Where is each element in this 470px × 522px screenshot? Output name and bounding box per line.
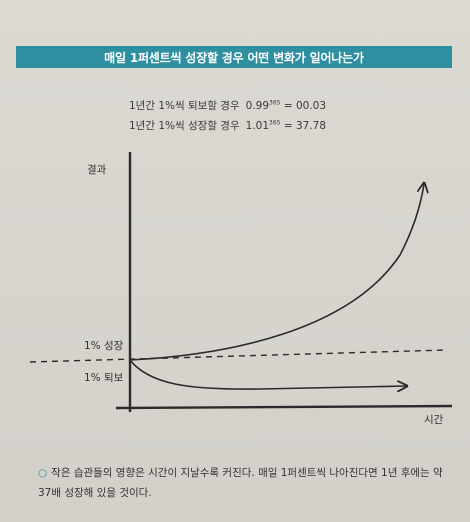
formula-decline-base: 0.99 <box>245 100 270 112</box>
formula-decline: 1년간 1%씩 퇴보할 경우 0.99365 = 00.03 <box>129 98 326 113</box>
x-axis <box>115 404 453 410</box>
y-axis-label: 결과 <box>87 164 107 176</box>
formula-growth-base: 1.01 <box>245 120 270 132</box>
formula-decline-label: 1년간 1%씩 퇴보할 경우 <box>129 100 240 112</box>
formula-decline-result: = 00.03 <box>283 100 327 112</box>
caption-bullet-icon: ○ <box>38 467 48 479</box>
growth-curve <box>129 184 424 361</box>
x-axis-label: 시간 <box>424 414 444 426</box>
caption-text: 작은 습관들의 영향은 시간이 지날수록 커진다. 매일 1퍼센트씩 나아진다면… <box>38 467 443 499</box>
figure-title-banner: 매일 1퍼센트씩 성장할 경우 어떤 변화가 일어나는가 <box>16 46 452 68</box>
formula-decline-exp: 365 <box>269 99 281 107</box>
formula-growth: 1년간 1%씩 성장할 경우 1.01365 = 37.78 <box>129 118 326 133</box>
figure-caption: ○ 작은 습관들의 영향은 시간이 지날수록 커진다. 매일 1퍼센트씩 나아진다… <box>38 463 448 503</box>
formula-growth-label: 1년간 1%씩 성장할 경우 <box>129 120 240 132</box>
baseline-dashed <box>29 349 447 363</box>
decline-curve <box>129 359 406 389</box>
formula-growth-result: = 37.78 <box>283 120 327 132</box>
figure-title: 매일 1퍼센트씩 성장할 경우 어떤 변화가 일어나는가 <box>104 50 364 65</box>
growth-label: 1% 성장 <box>84 340 124 352</box>
formula-growth-exp: 365 <box>269 119 281 127</box>
decline-label: 1% 퇴보 <box>84 372 124 384</box>
